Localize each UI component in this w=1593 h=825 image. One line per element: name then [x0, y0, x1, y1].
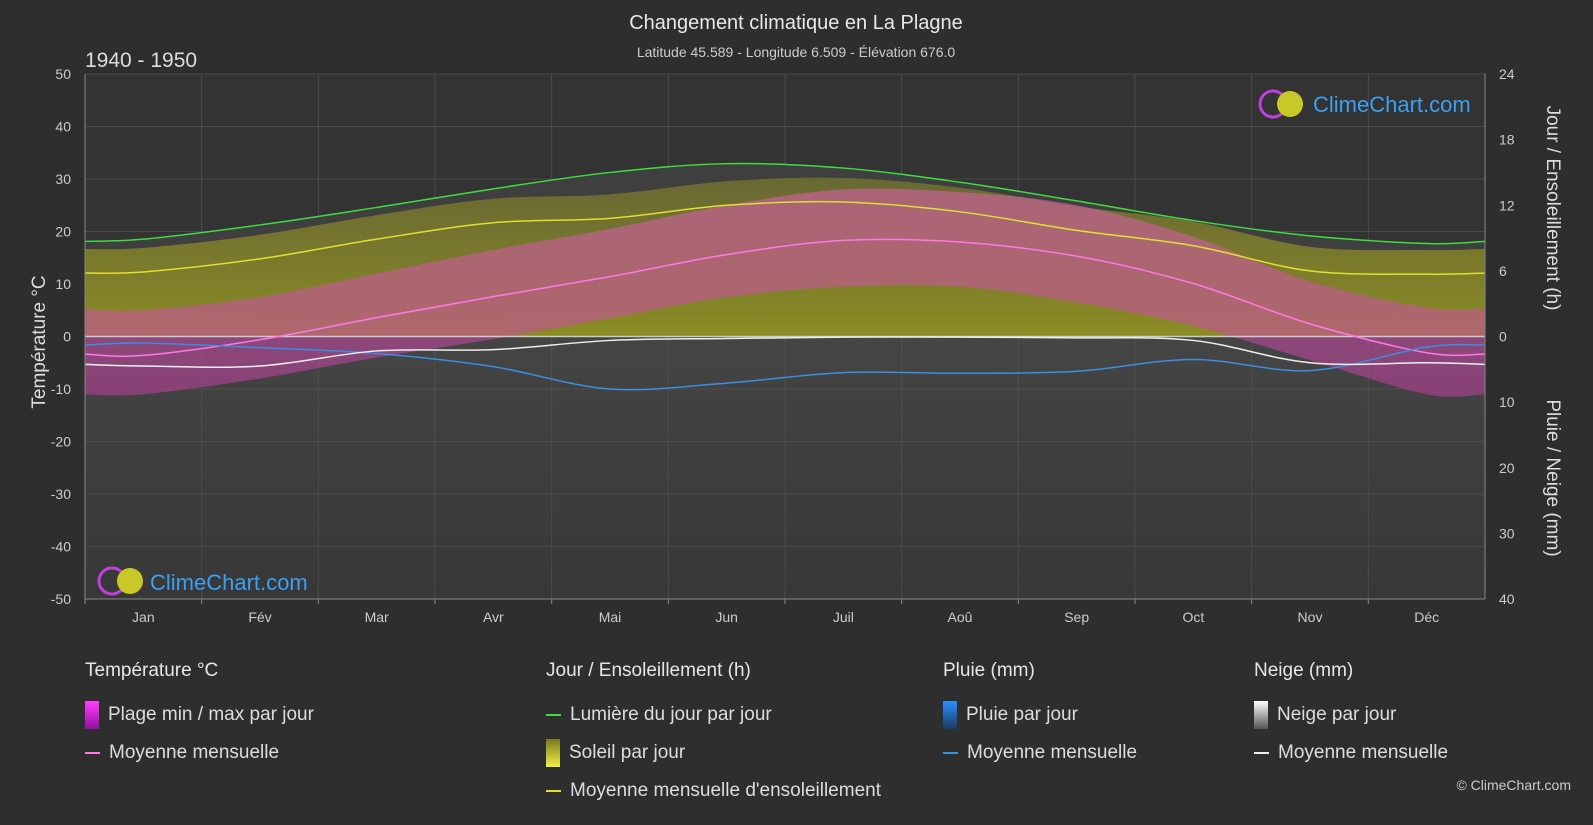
x-tick-label: Nov [1298, 609, 1323, 625]
copyright: © ClimeChart.com [1456, 777, 1571, 793]
y-right-bottom-tick-label: 30 [1499, 525, 1515, 541]
legend-item: Soleil par jour [546, 734, 881, 772]
legend-swatch [943, 752, 958, 754]
legend-swatch [546, 739, 560, 767]
y-left-tick-label: 30 [55, 171, 71, 187]
watermark-text-top: ClimeChart.com [1313, 92, 1471, 117]
temperature-range-band [85, 188, 1485, 397]
y-left-tick-label: 40 [55, 119, 71, 135]
legend-sunshine: Jour / Ensoleillement (h) Lumière du jou… [546, 660, 881, 810]
period-label: 1940 - 1950 [85, 49, 197, 72]
legend-label: Moyenne mensuelle d'ensoleillement [570, 780, 881, 801]
y-left-tick-label: -10 [51, 381, 71, 397]
legend-rain: Pluie (mm) Pluie par jour Moyenne mensue… [943, 660, 1137, 772]
y-right-bottom-label: Pluie / Neige (mm) [1542, 399, 1563, 556]
y-left-tick-label: -50 [51, 591, 71, 607]
watermark-top: ClimeChart.com [1258, 89, 1471, 119]
y-right-top-tick-label: 12 [1499, 197, 1515, 213]
y-left-tick-label: -40 [51, 539, 71, 555]
legend-title: Jour / Ensoleillement (h) [546, 660, 751, 681]
y-right-top-tick-label: 24 [1499, 66, 1515, 82]
watermark-bottom: ClimeChart.com [97, 566, 308, 596]
legend-item: Moyenne mensuelle [85, 734, 314, 772]
legend-title: Neige (mm) [1254, 660, 1354, 681]
legend-swatch [85, 752, 100, 754]
logo-sun-icon [117, 568, 143, 594]
y-right-top-label: Jour / Ensoleillement (h) [1542, 106, 1563, 311]
snow-mean-line [84, 336, 1486, 368]
rain-mean-line [84, 342, 1486, 391]
axes: 50 40 30 20 10 0 -10 -20 -30 -40 -50 24 18 12 6 0 10 20 30… [51, 66, 1515, 625]
plot-area [84, 73, 1486, 600]
x-tick-label: Avr [483, 609, 504, 625]
legend-swatch [546, 790, 561, 792]
legend-item: Moyenne mensuelle [943, 734, 1137, 772]
legend-item: Pluie par jour [943, 696, 1137, 734]
legend-swatch [546, 714, 561, 716]
sunshine-mean-line [84, 200, 1486, 275]
legend-temperature: Température °C Plage min / max par jour … [85, 660, 314, 772]
y-left-label: Température °C [29, 275, 50, 408]
legend-item: Moyenne mensuelle [1254, 734, 1448, 772]
y-left-tick-label: 10 [55, 276, 71, 292]
legend-label: Moyenne mensuelle [109, 742, 280, 763]
legend-label: Lumière du jour par jour [570, 704, 772, 725]
legend-item: Moyenne mensuelle d'ensoleillement [546, 772, 881, 810]
precipitation-area [85, 336, 1485, 599]
daylight-line [84, 162, 1486, 245]
y-right-bottom-tick-label: 20 [1499, 460, 1515, 476]
x-tick-label: Jan [132, 609, 155, 625]
legend-title: Température °C [85, 660, 219, 681]
x-tick-label: Aoû [948, 609, 973, 625]
legend-label: Plage min / max par jour [108, 704, 314, 725]
y-right-bottom-tick-label: 10 [1499, 394, 1515, 410]
legend-label: Neige par jour [1277, 704, 1397, 725]
legend-label: Pluie par jour [966, 704, 1078, 725]
legend-title: Pluie (mm) [943, 660, 1035, 681]
logo-sun-icon [1277, 91, 1303, 117]
legend-swatch [85, 701, 99, 729]
x-tick-label: Sep [1064, 609, 1089, 625]
x-tick-label: Mar [365, 609, 389, 625]
y-right-top-tick-label: 0 [1499, 329, 1507, 345]
y-left-tick-label: 0 [63, 329, 71, 345]
legend-item: Lumière du jour par jour [546, 696, 881, 734]
y-left-tick-label: -30 [51, 486, 71, 502]
y-left-tick-label: -20 [51, 434, 71, 450]
legend-swatch [1254, 752, 1269, 754]
y-right-top-tick-label: 6 [1499, 263, 1507, 279]
y-left-tick-label: 50 [55, 66, 71, 82]
x-tick-label: Mai [599, 609, 622, 625]
legend-label: Soleil par jour [569, 742, 686, 763]
y-right-bottom-tick-label: 40 [1499, 591, 1515, 607]
x-tick-label: Juil [833, 609, 854, 625]
x-tick-label: Jun [715, 609, 738, 625]
chart-subtitle: Latitude 45.589 - Longitude 6.509 - Élév… [637, 44, 956, 60]
watermark-text-bottom: ClimeChart.com [150, 570, 308, 595]
legend-snow: Neige (mm) Neige par jour Moyenne mensue… [1254, 660, 1448, 772]
x-tick-label: Fév [248, 609, 271, 625]
legend-swatch [943, 701, 957, 729]
y-left-tick-label: 20 [55, 224, 71, 240]
x-tick-label: Oct [1182, 609, 1204, 625]
chart-title: Changement climatique en La Plagne [629, 12, 963, 34]
legend-label: Moyenne mensuelle [1278, 742, 1449, 763]
legend-swatch [1254, 701, 1268, 729]
legend-item: Plage min / max par jour [85, 696, 314, 734]
legend-item: Neige par jour [1254, 696, 1448, 734]
legend-label: Moyenne mensuelle [967, 742, 1138, 763]
y-right-top-tick-label: 18 [1499, 132, 1515, 148]
temperature-mean-line [84, 238, 1486, 357]
x-tick-label: Déc [1414, 609, 1439, 625]
